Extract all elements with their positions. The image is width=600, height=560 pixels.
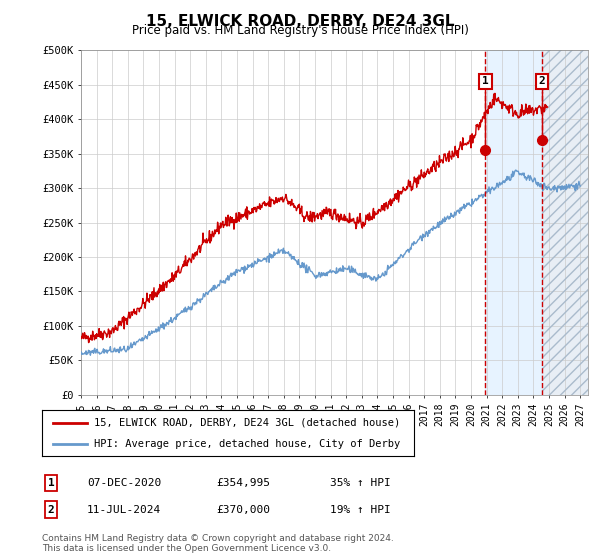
Text: 15, ELWICK ROAD, DERBY, DE24 3GL (detached house): 15, ELWICK ROAD, DERBY, DE24 3GL (detach… [94,418,400,428]
Text: 35% ↑ HPI: 35% ↑ HPI [330,478,391,488]
Text: HPI: Average price, detached house, City of Derby: HPI: Average price, detached house, City… [94,439,400,449]
Text: Price paid vs. HM Land Registry's House Price Index (HPI): Price paid vs. HM Land Registry's House … [131,24,469,37]
Text: 07-DEC-2020: 07-DEC-2020 [87,478,161,488]
Text: £370,000: £370,000 [216,505,270,515]
Text: 1: 1 [482,76,489,86]
Bar [542,50,588,395]
Text: Contains HM Land Registry data © Crown copyright and database right 2024.
This d: Contains HM Land Registry data © Crown c… [42,534,394,553]
Text: 1: 1 [47,478,55,488]
Bar [542,50,588,395]
Text: £354,995: £354,995 [216,478,270,488]
Text: 2: 2 [538,76,545,86]
Text: 19% ↑ HPI: 19% ↑ HPI [330,505,391,515]
Text: 2: 2 [47,505,55,515]
Text: 15, ELWICK ROAD, DERBY, DE24 3GL: 15, ELWICK ROAD, DERBY, DE24 3GL [146,14,454,29]
Bar [485,50,542,395]
Text: 11-JUL-2024: 11-JUL-2024 [87,505,161,515]
